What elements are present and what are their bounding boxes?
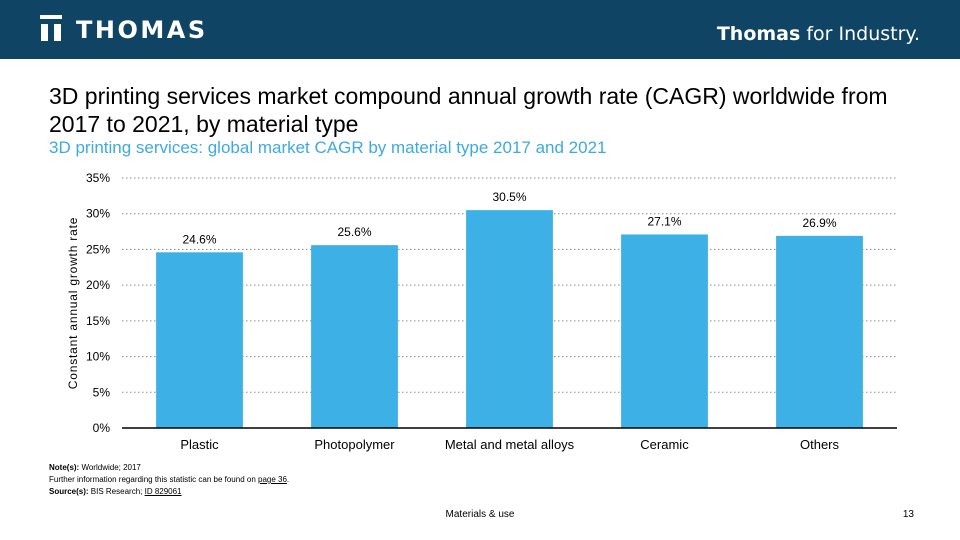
page-link[interactable]: page 36 (258, 475, 287, 484)
category-labels: Plastic Photopolymer Metal and metal alloy… (180, 437, 839, 452)
bar[interactable] (466, 210, 553, 428)
source-line: Source(s): BIS Research; ID 829061 (49, 486, 289, 498)
category-label: Photopolymer (314, 437, 395, 452)
y-tick-label: 30% (86, 207, 110, 221)
bar[interactable] (311, 245, 398, 428)
y-tick-label: 35% (86, 171, 110, 185)
header-bar: THOMAS Thomas for Industry. (0, 0, 960, 59)
category-label: Others (800, 437, 840, 452)
y-tick-label: 20% (86, 278, 110, 292)
page-subtitle: 3D printing services: global market CAGR… (49, 138, 607, 157)
bar[interactable] (621, 234, 708, 428)
category-label: Plastic (180, 437, 219, 452)
y-tick-label: 0% (93, 421, 111, 435)
tagline: Thomas for Industry. (717, 22, 920, 46)
data-label: 27.1% (647, 214, 681, 228)
y-tick-label: 15% (86, 314, 110, 328)
bar[interactable] (776, 235, 863, 428)
data-label: 26.9% (802, 216, 836, 230)
data-label: 30.5% (492, 190, 526, 204)
thomas-logo[interactable]: THOMAS (40, 14, 208, 44)
data-labels: 24.6% 25.6% 30.5% 27.1% 26.9% (182, 190, 836, 246)
footer-section-label: Materials & use (445, 509, 515, 520)
further-info-line: Further information regarding this stati… (49, 474, 289, 486)
notes-section: Note(s): Worldwide; 2017 Further informa… (49, 462, 289, 498)
statistic-id-link[interactable]: ID 829061 (144, 487, 182, 496)
data-label: 25.6% (337, 225, 371, 239)
y-axis-ticks: 0% 5% 10% 15% 20% 25% 30% 35% (86, 171, 110, 435)
logo-text: THOMAS (76, 16, 208, 44)
y-tick-label: 5% (93, 385, 111, 399)
category-label: Metal and metal alloys (445, 437, 575, 452)
gridlines (122, 177, 897, 393)
tagline-brand: Thomas (716, 23, 801, 45)
page-title: 3D printing services market compound ann… (49, 83, 888, 137)
bars (156, 210, 863, 428)
y-tick-label: 25% (86, 242, 110, 256)
further-text: Further information regarding this stati… (49, 475, 258, 484)
note-line: Note(s): Worldwide; 2017 (49, 462, 289, 474)
note-label: Note(s): (49, 463, 80, 472)
bar[interactable] (156, 252, 243, 428)
data-label: 24.6% (182, 232, 216, 246)
page-number: 13 (902, 509, 914, 520)
note-text: Worldwide; 2017 (79, 463, 141, 472)
y-tick-label: 10% (86, 350, 110, 364)
tagline-rest: for Industry. (800, 23, 920, 45)
y-axis-label: Constant annual growth rate (66, 217, 80, 389)
thomas-logo-icon (40, 15, 62, 41)
source-label: Source(s): (49, 487, 89, 496)
further-end: . (286, 475, 290, 484)
category-label: Ceramic (640, 437, 689, 452)
source-text: BIS Research; (88, 487, 145, 496)
